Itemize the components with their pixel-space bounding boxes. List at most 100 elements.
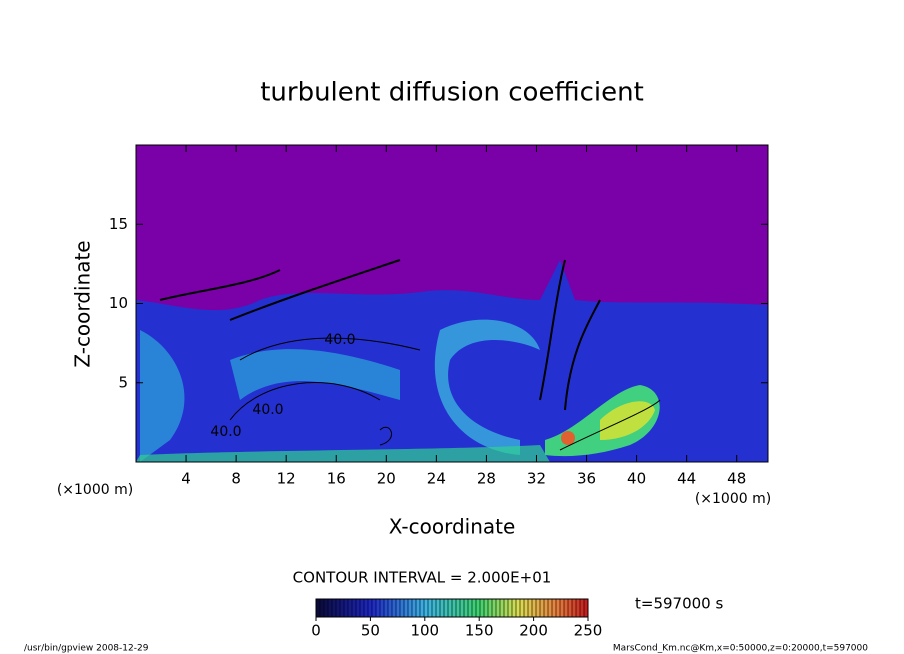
y-axis-title: Z-coordinate <box>71 240 95 367</box>
colorbar-cell <box>384 599 389 617</box>
colorbar-cell <box>516 599 521 617</box>
colorbar-cell <box>328 599 333 617</box>
colorbar-cell <box>584 599 589 617</box>
colorbar-cell <box>412 599 417 617</box>
y-tick-label: 15 <box>109 215 128 233</box>
colorbar-cell <box>456 599 461 617</box>
colorbar-cell <box>528 599 533 617</box>
colorbar-cell <box>556 599 561 617</box>
colorbar-cell <box>420 599 425 617</box>
colorbar-tick-label: 0 <box>311 622 321 640</box>
colorbar-cell <box>536 599 541 617</box>
x-tick-label: 32 <box>527 470 546 488</box>
x-tick-label: 20 <box>377 470 396 488</box>
colorbar-cell <box>548 599 553 617</box>
colorbar-cell <box>564 599 569 617</box>
colorbar-cell <box>452 599 457 617</box>
time-label: t=597000 s <box>635 595 723 613</box>
x-tick-label: 44 <box>677 470 696 488</box>
field-band <box>140 330 400 462</box>
colorbar-cell <box>496 599 501 617</box>
colorbar-cell <box>476 599 481 617</box>
x-tick-label: 8 <box>231 470 241 488</box>
colorbar-cell <box>512 599 517 617</box>
colorbar-cell <box>440 599 445 617</box>
colorbar-cell <box>424 599 429 617</box>
colorbar-cell <box>544 599 549 617</box>
x-tick-label: 12 <box>277 470 296 488</box>
colorbar-cell <box>428 599 433 617</box>
colorbar-tick-label: 100 <box>410 622 439 640</box>
x-tick-label: 24 <box>427 470 446 488</box>
field-bottom <box>136 445 550 462</box>
colorbar-tick-label: 50 <box>361 622 380 640</box>
colorbar-cell <box>324 599 329 617</box>
colorbar-cell <box>360 599 365 617</box>
colorbar-cell <box>572 599 577 617</box>
colorbar-cell <box>524 599 529 617</box>
colorbar-cell <box>316 599 321 617</box>
colorbar-cell <box>352 599 357 617</box>
colorbar-cell <box>340 599 345 617</box>
footer-right: MarsCond_Km.nc@Km,x=0:50000,z=0:20000,t=… <box>613 644 868 654</box>
colorbar-cell <box>404 599 409 617</box>
colorbar-cell <box>480 599 485 617</box>
contour-label: 40.0 <box>210 424 241 440</box>
contour-interval: CONTOUR INTERVAL = 2.000E+01 <box>293 569 552 587</box>
colorbar-cell <box>388 599 393 617</box>
colorbar-cell <box>580 599 585 617</box>
y-tick-label: 5 <box>118 373 128 391</box>
colorbar-cell <box>432 599 437 617</box>
colorbar-cell <box>472 599 477 617</box>
colorbar-cell <box>540 599 545 617</box>
colorbar-cell <box>364 599 369 617</box>
chart-title: turbulent diffusion coefficient <box>260 78 644 108</box>
colorbar-cell <box>392 599 397 617</box>
colorbar-cell <box>436 599 441 617</box>
colorbar-cell <box>344 599 349 617</box>
contour-line <box>229 337 661 451</box>
y-tick-label: 10 <box>109 294 128 312</box>
field <box>136 145 768 462</box>
x-unit-right: (×1000 m) <box>695 491 771 507</box>
x-tick-label: 36 <box>577 470 596 488</box>
colorbar-tick-label: 250 <box>574 622 603 640</box>
contour-line <box>159 259 601 411</box>
colorbar-cell <box>320 599 325 617</box>
colorbar-cell <box>460 599 465 617</box>
colorbar-cell <box>504 599 509 617</box>
footer-left: /usr/bin/gpview 2008-12-29 <box>24 644 149 654</box>
colorbar-cell <box>416 599 421 617</box>
contour-label: 40.0 <box>324 332 355 348</box>
x-axis-title: X-coordinate <box>389 515 516 539</box>
colorbar-cell <box>356 599 361 617</box>
colorbar-cell <box>332 599 337 617</box>
colorbar-cell <box>468 599 473 617</box>
x-tick-label: 4 <box>181 470 191 488</box>
colorbar-tick-label: 150 <box>465 622 494 640</box>
colorbar-frame <box>315 598 589 618</box>
colorbar-cell <box>336 599 341 617</box>
colorbar-cell <box>348 599 353 617</box>
colorbar-cell <box>372 599 377 617</box>
colorbar-cell <box>568 599 573 617</box>
colorbar-cell <box>444 599 449 617</box>
x-tick-label: 40 <box>627 470 646 488</box>
colorbar-cell <box>508 599 513 617</box>
colorbar-cell <box>484 599 489 617</box>
colorbar-cell <box>500 599 505 617</box>
colorbar-cell <box>396 599 401 617</box>
contour-label: 40.0 <box>252 402 283 418</box>
field-hot <box>561 431 575 445</box>
colorbar-cell <box>368 599 373 617</box>
colorbar-cell <box>520 599 525 617</box>
x-unit-left: (×1000 m) <box>57 482 133 498</box>
colorbar-cell <box>532 599 537 617</box>
colorbar-cell <box>464 599 469 617</box>
colorbar-cell <box>400 599 405 617</box>
colorbar-cell <box>552 599 557 617</box>
colorbar-cell <box>408 599 413 617</box>
colorbar-cell <box>560 599 565 617</box>
colorbar-cell <box>492 599 497 617</box>
